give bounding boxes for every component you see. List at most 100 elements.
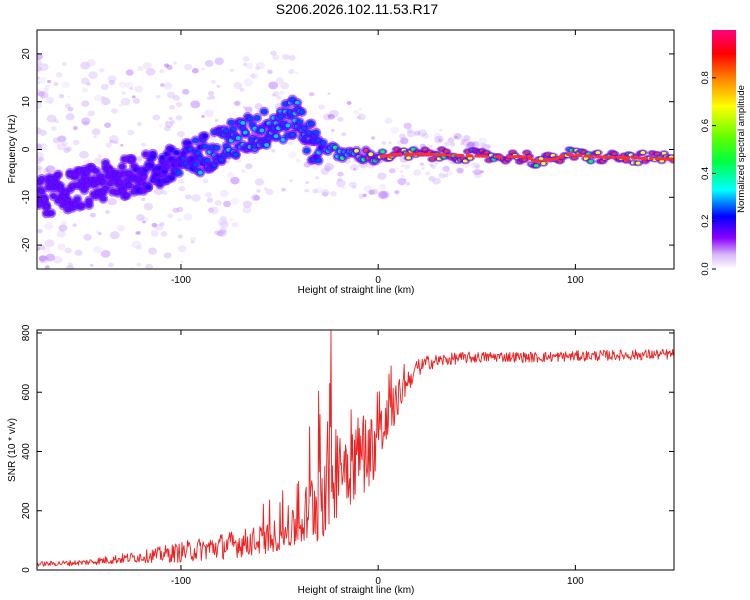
spectrogram-ridge-peak xyxy=(441,153,447,157)
snr-series-line xyxy=(37,330,674,567)
spectrogram-noise-blob xyxy=(145,68,156,76)
spectrogram-noise-blob xyxy=(150,270,159,277)
spectrogram-noise-blob xyxy=(65,292,74,299)
spectrogram-ridge-peak xyxy=(589,154,595,159)
spectrogram-noise-blob xyxy=(64,103,71,109)
spectrogram-noise-blob xyxy=(288,151,297,159)
spectrogram-noise-blob xyxy=(143,202,154,211)
spectrogram-noise-blob xyxy=(76,280,84,287)
spectrogram-noise-blob xyxy=(219,220,229,229)
spectrogram-noise-blob xyxy=(45,96,55,104)
spectrogram-noise-blob xyxy=(152,114,161,121)
spectrogram-noise-blob xyxy=(320,168,330,175)
spectrogram-noise-blob xyxy=(394,166,399,170)
spectrogram-ridge-core xyxy=(129,157,135,162)
spectrogram-noise-blob xyxy=(480,142,487,148)
spectrogram-noise-blob xyxy=(201,114,205,118)
spectrogram-noise-blob xyxy=(455,167,464,174)
spectrogram-noise-blob xyxy=(159,69,164,73)
spectrogram-ridge-core xyxy=(176,170,182,175)
spectrogram-noise-blob xyxy=(178,245,187,253)
spectrogram-noise-blob xyxy=(88,71,98,79)
spectrogram-ridge-core xyxy=(44,204,49,209)
spectrogram-noise-blob xyxy=(414,130,421,136)
spectrogram-noise-blob xyxy=(115,270,121,274)
snr-ytick-label: 800 xyxy=(21,324,32,341)
spectrogram-noise-blob xyxy=(324,167,331,173)
spectrogram-noise-blob xyxy=(337,116,344,122)
spectrogram-noise-blob xyxy=(151,222,158,228)
spectrogram-noise-blob xyxy=(65,113,75,121)
spectrogram-ridge-core xyxy=(117,180,123,185)
spectrogram-noise-blob xyxy=(45,282,49,285)
spectrogram-noise-blob xyxy=(65,265,75,269)
spectrogram-noise-blob xyxy=(356,115,361,120)
spectrogram-ridge-core xyxy=(640,151,646,155)
spectrogram-noise-blob xyxy=(105,290,113,297)
spectrogram-noise-blob xyxy=(337,177,343,182)
spectrogram-noise-blob xyxy=(263,187,268,191)
spectrogram-noise-blob xyxy=(58,224,68,232)
spectrogram-noise-blob xyxy=(58,94,65,99)
spectrogram-ridge-peak xyxy=(483,154,489,158)
spectrogram-ridge-core xyxy=(304,148,310,153)
spectrogram-noise-blob xyxy=(118,103,123,107)
spectrogram-noise-blob xyxy=(43,88,49,93)
spectrogram-noise-blob xyxy=(37,101,43,110)
spectrogram-noise-blob xyxy=(102,287,112,295)
spectrogram-noise-blob xyxy=(136,214,145,221)
spectrogram-noise-blob xyxy=(363,185,373,193)
spectrogram-ridge-core xyxy=(235,136,241,141)
spectrogram-noise-blob xyxy=(473,168,482,176)
spectrogram-noise-blob xyxy=(250,73,256,79)
spectrogram-noise-blob xyxy=(107,75,117,83)
spectrogram-noise-blob xyxy=(109,290,115,295)
spectrogram-noise-blob xyxy=(65,146,72,152)
spectrogram-noise-blob xyxy=(329,190,337,197)
spectrogram-noise-blob xyxy=(93,157,103,165)
spectrogram-noise-blob xyxy=(67,95,71,99)
spectrogram-noise-blob xyxy=(154,224,163,231)
spectrogram-noise-blob xyxy=(135,156,143,162)
spectrogram-ytick-label: 20 xyxy=(21,48,32,60)
spectrogram-noise-blob xyxy=(34,290,43,297)
spectrogram-ridge-core xyxy=(48,211,54,216)
spectrogram-noise-blob xyxy=(165,121,174,128)
spectrogram-ridge-core xyxy=(55,172,61,177)
spectrogram-noise-blob xyxy=(210,95,216,100)
spectrogram-noise-blob xyxy=(37,152,44,159)
spectrogram-ridge-peak xyxy=(498,155,503,159)
spectrogram-noise-blob xyxy=(80,77,90,85)
snr-ylabel: SNR (10 * v/v) xyxy=(7,418,18,482)
spectrogram-noise-blob xyxy=(38,63,49,71)
spectrogram-noise-blob xyxy=(136,231,141,235)
spectrogram-noise-blob xyxy=(78,282,87,289)
colorbar: 0.0 0.2 0.4 0.6 0.8 Normalized spectral ampl… xyxy=(700,30,747,276)
spectrogram-noise-blob xyxy=(272,90,280,97)
spectrogram-noise-blob xyxy=(204,60,214,67)
spectrogram-noise-blob xyxy=(51,278,58,283)
spectrogram-noise-blob xyxy=(108,262,114,268)
spectrogram-noise-blob xyxy=(442,165,450,172)
colorbar-tick-label: 0.6 xyxy=(700,119,711,132)
spectrogram-noise-blob xyxy=(125,82,134,89)
spectrogram-noise-blob xyxy=(244,106,253,113)
spectrogram-noise-blob xyxy=(131,240,142,249)
spectrogram-noise-blob xyxy=(456,167,464,174)
spectrogram-noise-blob xyxy=(250,72,259,79)
spectrogram-ridge-core xyxy=(74,197,80,202)
spectrogram-ridge-core xyxy=(100,179,106,184)
spectrogram-noise-blob xyxy=(191,68,199,74)
spectrogram-noise-blob xyxy=(444,141,450,147)
spectrogram-noise-blob xyxy=(433,132,442,140)
spectrogram-noise-blob xyxy=(93,135,97,139)
spectrogram-noise-blob xyxy=(131,95,136,99)
spectrogram-noise-blob xyxy=(37,228,43,234)
spectrogram-noise-blob xyxy=(53,119,59,124)
spectrogram-ridge-core xyxy=(193,162,198,167)
spectrogram-ridge-core xyxy=(214,145,220,150)
spectrogram-noise-blob xyxy=(82,121,89,126)
spectrogram-noise-blob xyxy=(459,142,464,146)
spectrogram-noise-blob xyxy=(321,191,329,197)
